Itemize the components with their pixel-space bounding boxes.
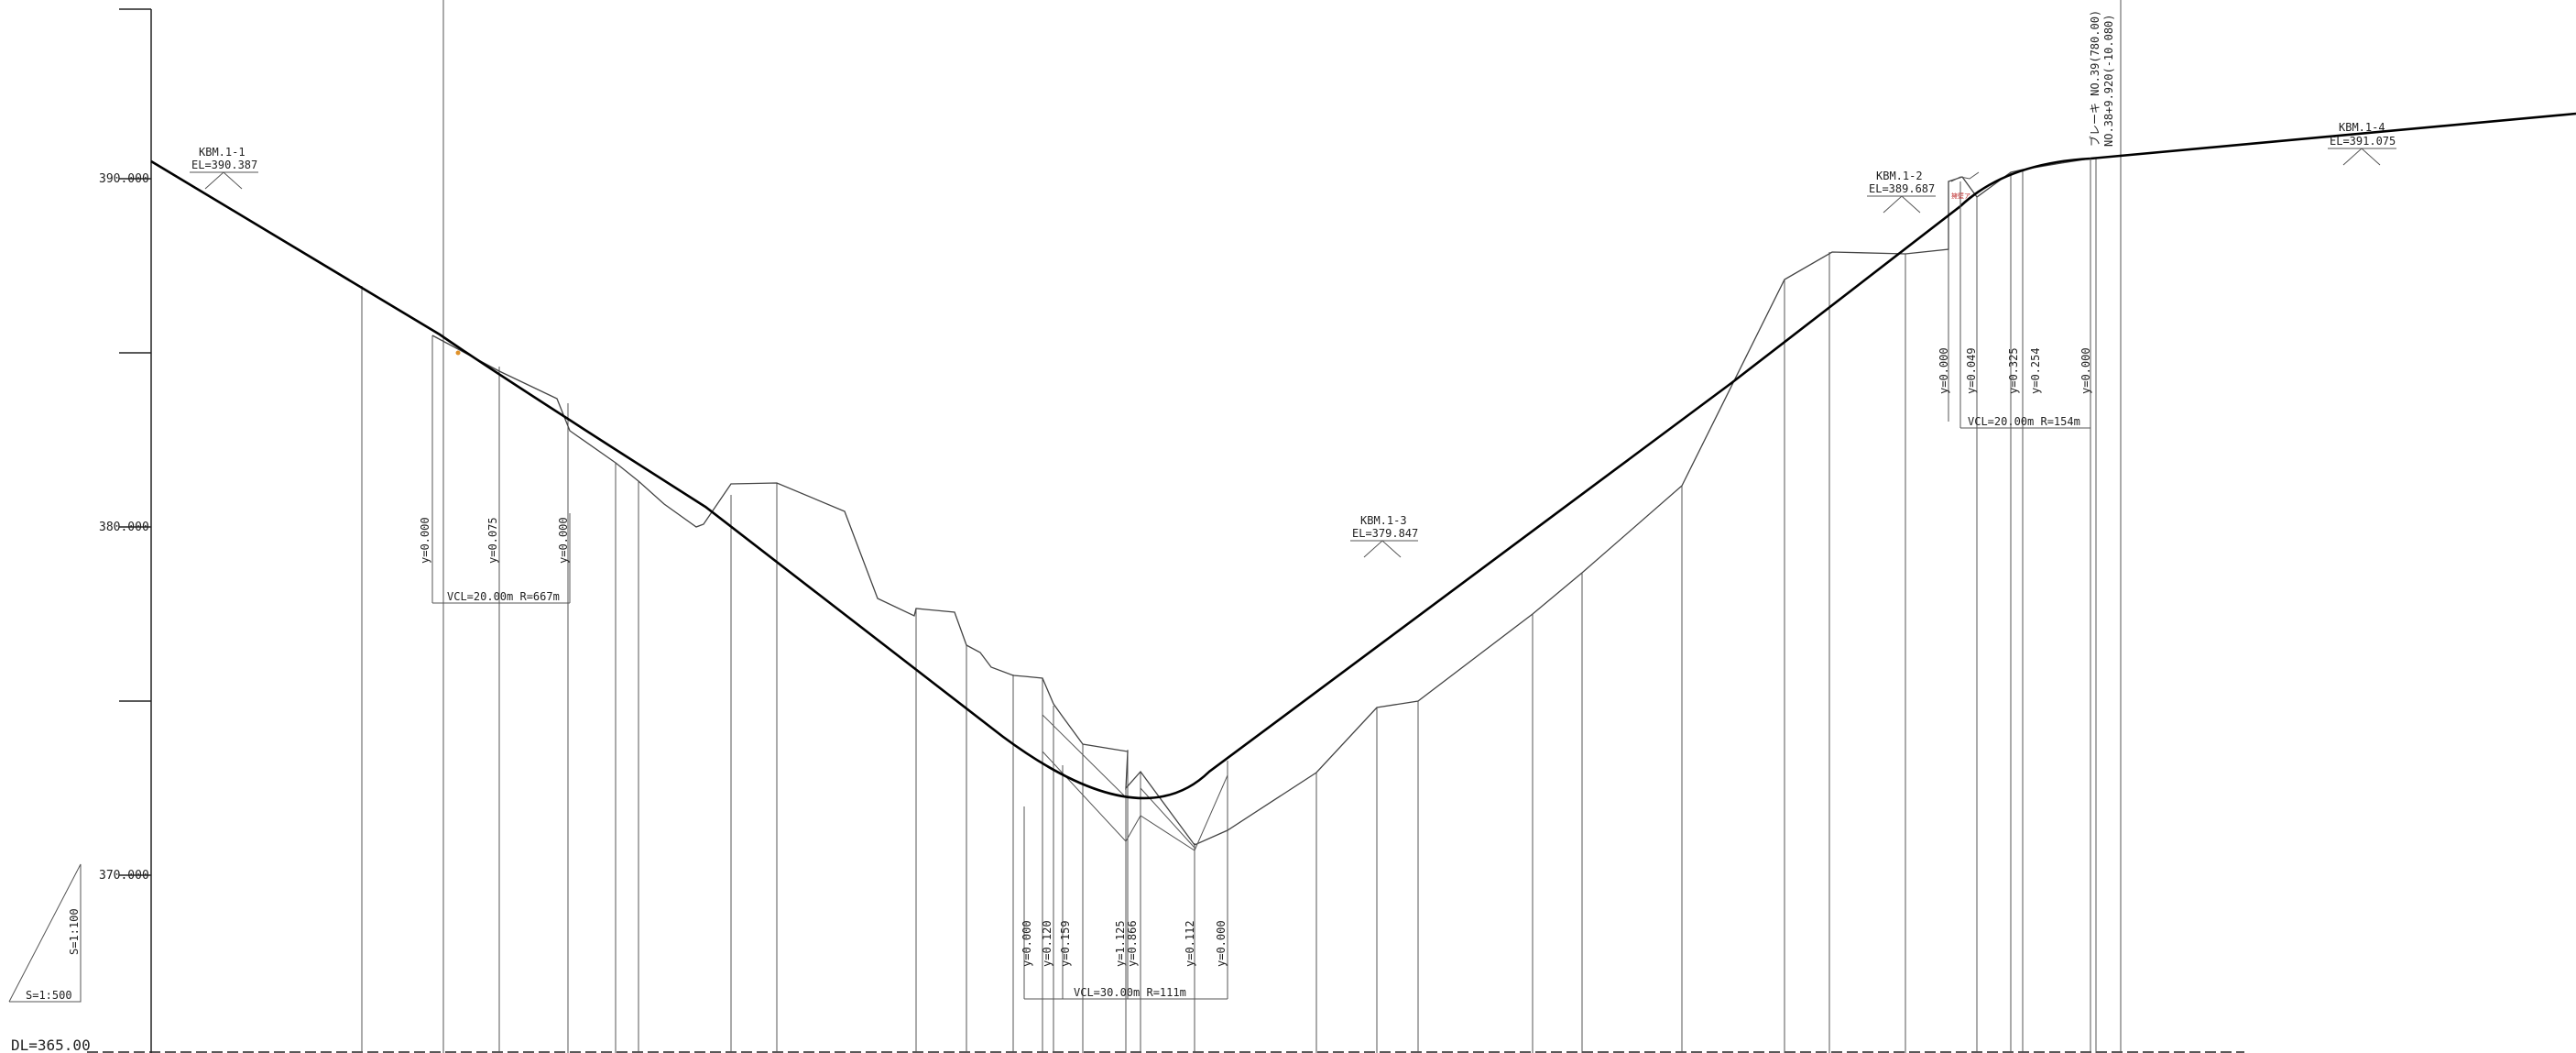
vcl-label: VCL=30.00m R=111m — [1074, 986, 1186, 999]
curve-ordinate: y=0.325 — [2007, 347, 2020, 394]
benchmark-marker — [204, 171, 243, 190]
ground-sag-lines — [1042, 751, 1228, 851]
benchmark-kbm-1-4: KBM.1-4 EL=391.075 — [2328, 121, 2396, 166]
benchmark-marker — [1883, 195, 1921, 214]
elevation-tick-label: 370.000 — [99, 869, 149, 883]
benchmark-kbm-1-1: KBM.1-1 EL=390.387 — [190, 146, 258, 190]
vertical-curve-3: VCL=20.00m R=154m y=0.000 y=0.049 y=0.32… — [1937, 159, 2092, 429]
curve-ordinate: y=0.000 — [2079, 347, 2092, 394]
curve-ordinate: y=1.125 — [1114, 920, 1127, 967]
scale-vertical: S=1:100 — [68, 908, 81, 955]
curve-ordinate: y=0.049 — [1965, 347, 1978, 394]
benchmark-elevation: EL=390.387 — [191, 159, 257, 171]
benchmark-name: KBM.1-4 — [2339, 121, 2385, 134]
benchmark-marker — [2342, 148, 2381, 166]
design-profile — [150, 112, 2576, 800]
benchmark-elevation: EL=379.847 — [1352, 527, 1418, 540]
break-station-label: ブレーキ NO.39(780.00) — [2088, 10, 2101, 147]
benchmark-elevation: EL=389.687 — [1869, 182, 1935, 195]
retaining-wall-detail: 擁壁ア — [1950, 171, 1980, 200]
curve-ordinate: y=0.120 — [1041, 920, 1053, 967]
curve-ordinate: y=0.000 — [557, 517, 570, 564]
benchmark-name: KBM.1-1 — [199, 146, 246, 159]
curve-ordinate: y=0.075 — [486, 517, 499, 564]
elevation-tick-label: 380.000 — [99, 521, 149, 534]
benchmark-elevation: EL=391.075 — [2330, 135, 2396, 148]
scale-horizontal: S=1:500 — [26, 989, 72, 1002]
vertical-curve-1: VCL=20.00m R=667m y=0.000 y=0.075 y=0.00… — [419, 513, 571, 604]
ground-profile — [431, 158, 2091, 846]
survey-point-marker — [455, 350, 461, 356]
curve-ordinate: y=0.000 — [1021, 920, 1033, 967]
curve-ordinate: y=0.254 — [2029, 347, 2042, 394]
benchmark-kbm-1-3: KBM.1-3 EL=379.847 — [1350, 514, 1418, 558]
curve-ordinate: y=0.112 — [1184, 920, 1196, 967]
scale-triangle: S=1:500 S=1:100 — [8, 863, 82, 1003]
benchmark-kbm-1-2: KBM.1-2 EL=389.687 — [1867, 170, 1936, 214]
benchmark-name: KBM.1-3 — [1360, 514, 1407, 527]
benchmark-marker — [1363, 540, 1402, 558]
datum-label: DL=365.00 — [11, 1037, 91, 1053]
benchmark-name: KBM.1-2 — [1876, 170, 1923, 182]
curve-ordinate: y=0.159 — [1059, 920, 1072, 967]
curve-ordinate: y=0.000 — [1937, 347, 1950, 394]
mini-label: 擁壁ア — [1951, 192, 1970, 200]
vertical-curve-2: VCL=30.00m R=111m y=0.000 y=0.120 y=0.15… — [1021, 920, 1228, 1000]
elevation-tick-label: 390.000 — [99, 172, 149, 186]
break-station-label: NO.38+9.920(-10.080) — [2102, 15, 2115, 148]
vcl-label: VCL=20.00m R=154m — [1968, 415, 2080, 428]
curve-ordinate: y=0.000 — [419, 517, 431, 564]
vcl-label: VCL=20.00m R=667m — [447, 590, 560, 603]
ground-sag-lines — [1042, 714, 1127, 798]
curve-ordinate: y=0.866 — [1126, 920, 1139, 967]
curve-ordinate: y=0.000 — [1215, 920, 1228, 967]
station-lines — [361, 0, 2122, 1053]
